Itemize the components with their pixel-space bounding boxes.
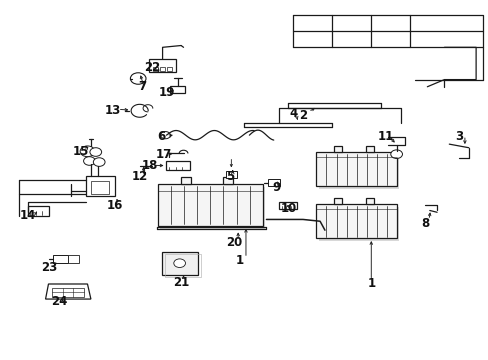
Bar: [27, 206, 49, 216]
Text: 1: 1: [366, 278, 375, 291]
Text: 5: 5: [225, 170, 234, 183]
Circle shape: [80, 146, 95, 157]
Bar: [366, 198, 374, 204]
Bar: [160, 187, 264, 229]
Bar: [161, 252, 198, 275]
Text: 17: 17: [156, 148, 172, 161]
Bar: [181, 177, 191, 184]
Text: 4: 4: [288, 107, 297, 120]
Bar: [170, 86, 184, 93]
Polygon shape: [45, 284, 91, 299]
Text: 22: 22: [143, 60, 160, 73]
Text: 6: 6: [157, 130, 165, 144]
Text: 20: 20: [226, 236, 243, 249]
Text: 14: 14: [20, 210, 36, 222]
Bar: [167, 67, 172, 71]
Bar: [153, 67, 158, 71]
Bar: [149, 59, 176, 72]
Text: 10: 10: [280, 202, 296, 215]
Circle shape: [93, 158, 105, 166]
Text: 2: 2: [298, 109, 306, 122]
Circle shape: [173, 259, 185, 267]
Bar: [267, 179, 280, 186]
Text: 9: 9: [271, 181, 280, 194]
Text: 19: 19: [158, 86, 174, 99]
Bar: [278, 202, 297, 210]
Bar: [166, 161, 189, 170]
Text: 1: 1: [235, 254, 243, 267]
Bar: [223, 177, 233, 184]
Bar: [52, 288, 84, 297]
Text: 3: 3: [454, 130, 462, 144]
Text: 16: 16: [107, 199, 123, 212]
Text: 23: 23: [41, 261, 58, 274]
Circle shape: [83, 157, 95, 165]
Text: 8: 8: [420, 216, 428, 230]
Bar: [91, 181, 109, 194]
Circle shape: [130, 73, 146, 84]
Text: 21: 21: [173, 276, 189, 289]
Bar: [225, 171, 236, 178]
Bar: [160, 67, 164, 71]
Bar: [333, 146, 342, 152]
Bar: [366, 146, 374, 152]
Bar: [53, 255, 68, 263]
Bar: [318, 155, 399, 189]
Bar: [164, 253, 201, 277]
Text: 12: 12: [131, 170, 147, 183]
Text: 24: 24: [51, 296, 67, 309]
Text: 7: 7: [138, 80, 146, 93]
Bar: [316, 204, 396, 238]
Bar: [316, 152, 396, 186]
Bar: [68, 255, 79, 263]
Bar: [333, 198, 342, 204]
Text: 11: 11: [377, 130, 393, 144]
Text: 18: 18: [141, 159, 157, 172]
Circle shape: [90, 148, 102, 156]
Bar: [318, 207, 399, 241]
Text: 13: 13: [104, 104, 121, 117]
Bar: [158, 184, 262, 226]
Circle shape: [390, 150, 402, 158]
Text: 15: 15: [73, 145, 89, 158]
Bar: [86, 176, 115, 196]
